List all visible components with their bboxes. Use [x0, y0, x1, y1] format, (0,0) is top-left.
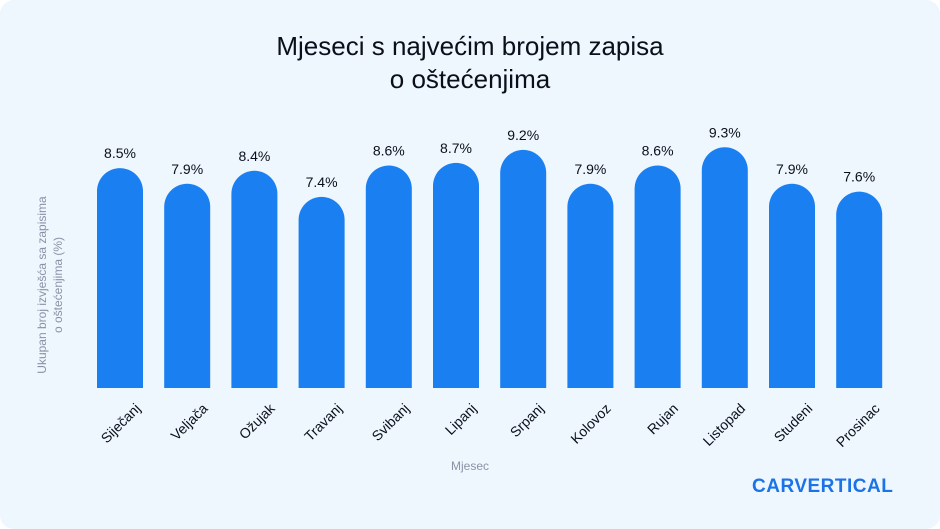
value-label: 7.9%	[171, 161, 203, 177]
bar-kolovoz	[567, 183, 614, 388]
value-labels-group: 8.5% 7.9% 8.4% 7.4% 8.6% 8.7% 9.2% 7.9% 8.6% 9.3%…	[104, 124, 875, 190]
value-label: 9.3%	[709, 124, 741, 140]
value-label: 8.4%	[238, 148, 270, 164]
bar-ožujak	[231, 170, 278, 388]
x-tick-label: Ožujak	[236, 399, 279, 442]
y-axis-label-line-2: o oštećenjima (%)	[51, 237, 65, 333]
y-axis-label: Ukupan broj izvješća sa zapisima o ošteć…	[35, 196, 65, 374]
chart-title-line-1: Mjeseci s najvećim brojem zapisa	[276, 31, 664, 61]
value-label: 9.2%	[507, 127, 539, 143]
chart-title-line-2: o oštećenjima	[389, 64, 551, 94]
value-label: 8.6%	[642, 143, 674, 159]
bar-rujan	[634, 165, 681, 388]
value-label: 7.6%	[843, 169, 875, 185]
x-tick-label: Prosinac	[833, 400, 883, 450]
bar-lipanj	[433, 162, 479, 388]
x-tick-label: Siječanj	[97, 400, 143, 446]
value-label: 8.6%	[373, 143, 405, 159]
x-tick-labels-group: Siječanj Veljača Ožujak Travanj Svibanj Lipan…	[97, 399, 882, 450]
bar-svibanj	[365, 165, 412, 388]
x-tick-label: Studeni	[771, 400, 816, 445]
value-label: 8.5%	[104, 145, 136, 161]
carvertical-logo: CARVERTICAL	[752, 476, 894, 497]
x-tick-label: Kolovoz	[567, 400, 614, 447]
value-label: 7.9%	[776, 161, 808, 177]
bar-srpanj	[500, 149, 547, 388]
bar-travanj	[298, 196, 345, 388]
bar-prosinac	[836, 191, 883, 388]
x-tick-label: Veljača	[167, 400, 210, 443]
x-tick-label: Srpanj	[507, 400, 547, 440]
x-tick-label: Svibanj	[368, 400, 412, 444]
x-tick-label: Listopad	[700, 400, 749, 449]
x-tick-label: Lipanj	[442, 400, 480, 438]
value-label: 7.9%	[574, 161, 606, 177]
bar-siječanj	[97, 168, 143, 388]
chart-title: Mjeseci s najvećim brojem zapisa o ošteć…	[0, 30, 940, 96]
value-label: 8.7%	[440, 140, 472, 156]
bar-listopad	[701, 147, 748, 388]
x-axis-label: Mjesec	[451, 459, 489, 473]
value-label: 7.4%	[306, 174, 338, 190]
y-axis-label-line-1: Ukupan broj izvješća sa zapisima	[35, 196, 49, 374]
bar-veljača	[164, 183, 211, 388]
bars-group	[97, 147, 883, 388]
x-tick-label: Rujan	[644, 400, 681, 437]
x-tick-label: Travanj	[301, 400, 345, 444]
bar-studeni	[769, 183, 815, 388]
